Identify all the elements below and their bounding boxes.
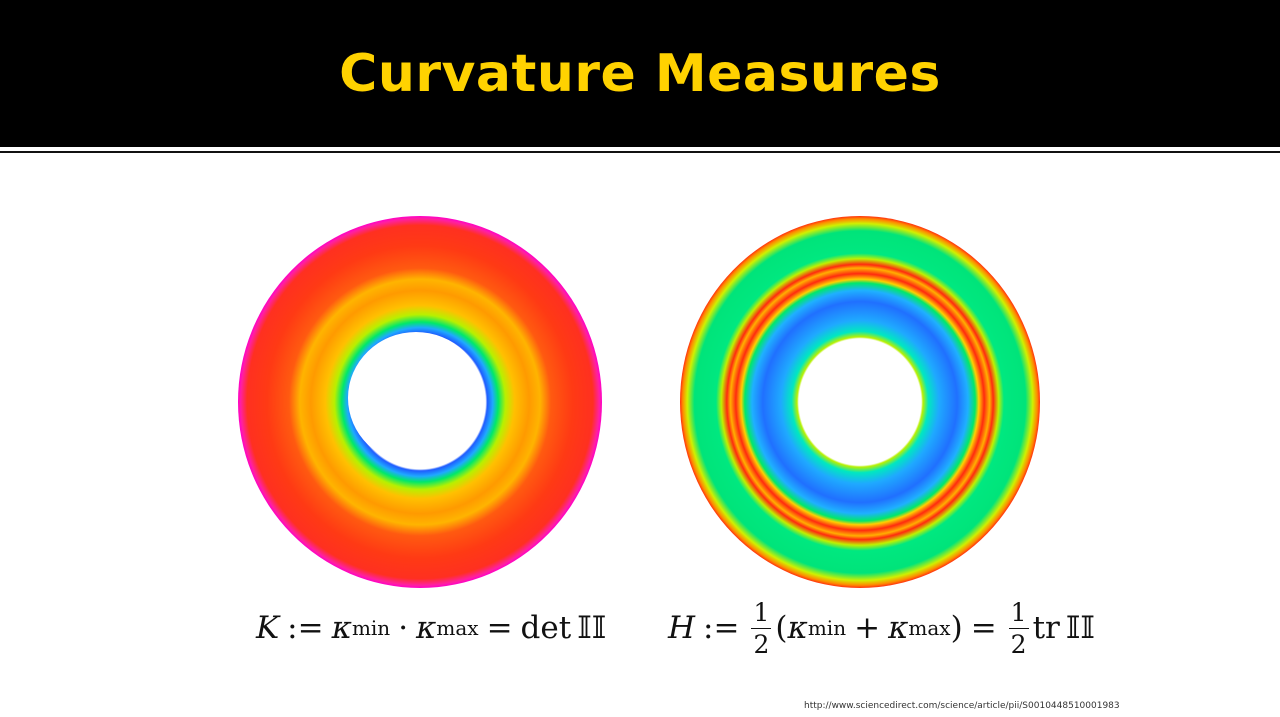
- mean-curvature-formula: H := 1 2 ( κ min + κ max ) = 1 2 tr 𝕀𝕀: [668, 592, 1095, 664]
- fraction-denominator: 2: [1008, 627, 1029, 659]
- gaussian-curvature-torus-image: [238, 216, 602, 588]
- formula-subscript-max: max: [436, 616, 479, 640]
- formula-fraction-half: 1 2: [751, 597, 772, 659]
- formula-subscript-min: min: [807, 616, 847, 640]
- source-link[interactable]: http://www.sciencedirect.com/science/art…: [804, 701, 1120, 711]
- formula-trace: tr: [1032, 610, 1060, 646]
- second-fundamental-form-symbol: 𝕀𝕀: [577, 610, 607, 646]
- formula-dot: ·: [398, 610, 409, 646]
- formula-kappa: κ: [416, 610, 437, 646]
- second-fundamental-form-symbol: 𝕀𝕀: [1065, 610, 1095, 646]
- formula-right-paren: ): [950, 610, 963, 646]
- formula-equals: =: [486, 610, 513, 646]
- formula-symbol-k: K: [256, 610, 280, 646]
- formula-assign: :=: [287, 610, 324, 646]
- gaussian-torus-hole: [348, 332, 484, 464]
- mean-torus-hole: [800, 339, 920, 465]
- fraction-denominator: 2: [751, 627, 772, 659]
- fraction-numerator: 1: [753, 597, 770, 627]
- mean-curvature-torus-image: [680, 216, 1040, 588]
- formula-kappa: κ: [331, 610, 352, 646]
- formula-kappa: κ: [888, 610, 909, 646]
- formula-fraction-half: 1 2: [1008, 597, 1029, 659]
- formula-kappa: κ: [787, 610, 808, 646]
- fraction-numerator: 1: [1010, 597, 1027, 627]
- formula-assign: :=: [703, 610, 740, 646]
- formula-symbol-h: H: [668, 610, 696, 646]
- header-divider: [0, 151, 1280, 153]
- formula-subscript-min: min: [351, 616, 391, 640]
- formula-left-paren: (: [775, 610, 788, 646]
- slide-title: Curvature Measures: [339, 44, 941, 104]
- gaussian-curvature-formula: K := κ min · κ max = det 𝕀𝕀: [256, 592, 606, 664]
- formula-subscript-max: max: [908, 616, 951, 640]
- formula-equals: =: [970, 610, 997, 646]
- slide-header: Curvature Measures: [0, 0, 1280, 147]
- formula-plus: +: [854, 610, 881, 646]
- formula-det: det: [520, 610, 572, 646]
